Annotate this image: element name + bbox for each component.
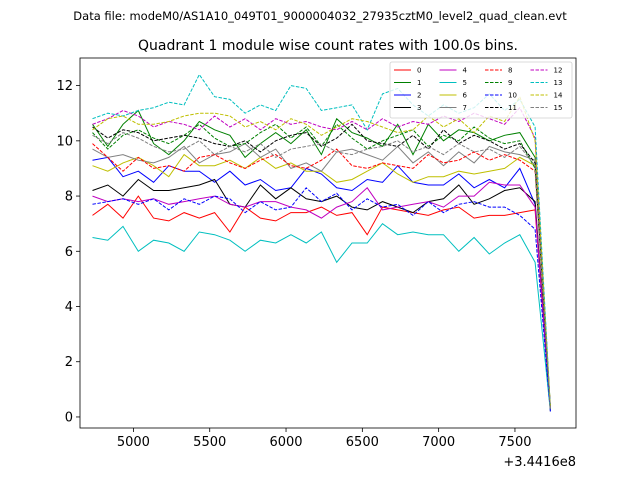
legend-label-11: 11 — [508, 104, 517, 112]
legend-label-4: 4 — [463, 67, 468, 75]
x-offset-label: +3.4416e8 — [503, 455, 576, 470]
legend-label-9: 9 — [508, 79, 512, 87]
series-line-15 — [92, 132, 551, 409]
series-line-14 — [92, 95, 551, 409]
x-tick-label: 6500 — [346, 435, 379, 450]
series-line-12 — [92, 106, 551, 409]
plot-area — [92, 73, 551, 412]
x-tick-label: 5000 — [117, 435, 150, 450]
axes-frame — [79, 57, 577, 429]
x-tick-label: 7500 — [498, 435, 531, 450]
legend-label-8: 8 — [508, 67, 512, 75]
y-tick-label: 6 — [65, 245, 73, 260]
series-line-10 — [92, 187, 551, 412]
legend-label-3: 3 — [417, 104, 421, 112]
series-line-0 — [92, 195, 551, 412]
legend-label-14: 14 — [554, 92, 563, 100]
y-tick-label: 2 — [65, 355, 73, 370]
series-line-7 — [92, 142, 551, 409]
legend-label-13: 13 — [554, 79, 563, 87]
legend-label-2: 2 — [417, 92, 421, 100]
x-tick-label: 7000 — [422, 435, 455, 450]
legend-label-15: 15 — [554, 104, 563, 112]
legend-label-1: 1 — [417, 79, 421, 87]
chart-title: Quadrant 1 module wise count rates with … — [138, 38, 518, 54]
y-axis: 0 2 4 6 8 10 12 — [56, 79, 80, 425]
series-line-9 — [92, 123, 551, 409]
x-tick-label: 5500 — [193, 435, 226, 450]
series-line-5 — [92, 223, 551, 412]
legend-label-10: 10 — [508, 92, 517, 100]
legend-label-7: 7 — [463, 104, 467, 112]
series-line-2 — [92, 156, 551, 409]
x-tick-label: 6000 — [269, 435, 302, 450]
series-line-6 — [92, 153, 551, 406]
series-line-4 — [92, 181, 551, 409]
series-line-3 — [92, 178, 551, 409]
figure-suptitle: Data file: modeM0/AS1A10_049T01_90000040… — [73, 9, 567, 23]
y-tick-label: 8 — [65, 190, 73, 205]
series-line-8 — [92, 143, 551, 409]
legend-label-12: 12 — [554, 67, 563, 75]
legend-box — [389, 61, 573, 119]
series-line-11 — [92, 123, 551, 409]
y-tick-label: 0 — [65, 410, 73, 425]
legend-label-5: 5 — [463, 79, 467, 87]
y-tick-label: 10 — [56, 134, 73, 149]
y-tick-label: 4 — [65, 300, 73, 315]
legend-label-6: 6 — [463, 92, 468, 100]
legend-label-0: 0 — [417, 67, 421, 75]
y-tick-label: 12 — [56, 79, 73, 94]
x-axis: 5000 5500 6000 6500 7000 7500 — [117, 428, 532, 450]
